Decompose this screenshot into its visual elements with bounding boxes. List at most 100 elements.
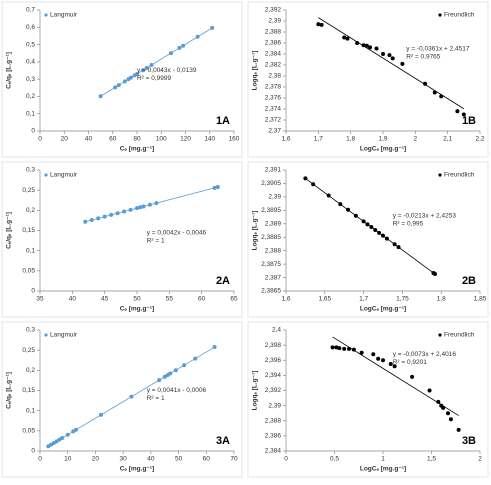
point [157,378,162,383]
point [128,207,133,212]
point [337,346,342,351]
panel-border [247,1,489,158]
equation: R² = 1 [147,238,165,245]
y-tick-label: 2,374 [265,106,282,113]
y-tick-label: 2,384 [265,448,282,455]
equation: y = 0,0042x - 0,0046 [147,230,207,237]
point [392,242,397,247]
x-axis-label: LogCₑ [mg.g⁻¹] [360,146,406,153]
panel-border [1,1,243,158]
y-tick-label: 0,2 [26,93,35,100]
x-tick-label: 1,8 [437,296,446,303]
x-tick-label: 40 [147,456,155,463]
point [74,427,79,432]
point [154,201,159,206]
x-tick-label: 0 [38,136,42,143]
y-tick-label: 2,378 [265,84,282,91]
point [212,185,217,190]
x-tick-label: 2 [414,136,418,143]
point [369,225,374,230]
point [455,109,460,114]
point [368,45,373,50]
point [381,52,385,56]
equation: y = -0,0213x + 2,4253 [393,213,457,220]
point [135,206,139,211]
equation: y = 0,0041x - 0,0006 [147,387,207,394]
legend-marker [44,333,48,337]
point [113,85,118,90]
legend-marker [44,173,48,177]
y-tick-label: 2,372 [265,117,282,124]
point [311,182,316,187]
y-tick-label: 2,38 [268,73,281,80]
panel: 0 0,5 1 1,5 2 2,384 2,386 2,388 2,39 2,392 2,394 2,… [247,321,489,478]
point [361,219,366,224]
x-tick-label: 2,1 [443,136,452,143]
point [445,411,450,416]
y-tick-label: 0,1 [26,247,35,254]
point [135,71,139,76]
legend-label: Langmuir [50,332,78,339]
x-tick-label: 50 [133,296,141,303]
point [410,374,415,379]
point [345,36,350,41]
legend-marker [438,333,442,337]
x-tick-label: 10 [64,456,72,463]
x-tick-label: 160 [229,136,240,143]
point [436,399,441,404]
x-tick-label: 1,75 [396,296,409,303]
point [365,222,370,227]
y-tick-label: 2,4 [272,327,281,334]
point [89,218,94,223]
y-tick-label: 0 [31,288,35,295]
point [381,233,385,238]
point [144,65,149,70]
x-tick-label: 0,5 [330,456,339,463]
y-tick-label: 2,396 [265,357,282,364]
point [351,347,356,352]
panel: 0 20 40 60 80 100 120 140 160 0 0,1 0,2 0,3 0,4 0,5 0,6… [1,1,243,158]
y-tick-label: 2,392 [265,7,282,14]
point [432,272,437,277]
x-tick-label: 35 [36,296,44,303]
x-tick-label: 0 [38,456,42,463]
y-tick-label: 2,3865 [261,288,281,295]
y-tick-label: 0,6 [26,24,35,31]
point [128,75,133,80]
y-tick-label: 2,3885 [261,234,281,241]
point [374,46,379,51]
x-tick-label: 1,5 [427,456,436,463]
y-axis-label: Cₑ/qₑ [L.g⁻¹] [6,52,13,89]
point [303,176,308,181]
y-tick-label: 0,4 [26,59,35,66]
y-tick-label: 2,3875 [261,261,281,268]
x-tick-label: 1,7 [359,296,368,303]
equation: R² = 0,9999 [137,75,172,82]
y-tick-label: 0,1 [26,407,35,414]
legend-marker [438,173,442,177]
x-tick-label: 1,65 [318,296,331,303]
y-tick-label: 2,376 [265,95,282,102]
point [193,356,198,361]
y-tick-label: 2,388 [265,29,282,36]
point [109,212,114,217]
y-axis-label: Logqₑ [L.g⁻¹] [252,371,259,411]
point [138,205,143,210]
point [377,230,382,235]
point [122,79,127,84]
y-tick-label: 2,386 [265,433,282,440]
panel-label: 2A [216,275,230,287]
point [396,245,401,250]
x-tick-label: 20 [92,456,100,463]
y-tick-label: 0,3 [26,167,35,174]
x-tick-label: 60 [109,136,117,143]
point [423,81,428,86]
equation: y = 0,0043x - 0,0139 [137,67,197,74]
point [330,345,335,350]
point [387,53,392,58]
x-tick-label: 30 [120,456,128,463]
panel-label: 3B [462,435,476,447]
x-tick-label: 65 [230,296,238,303]
point [147,202,152,207]
